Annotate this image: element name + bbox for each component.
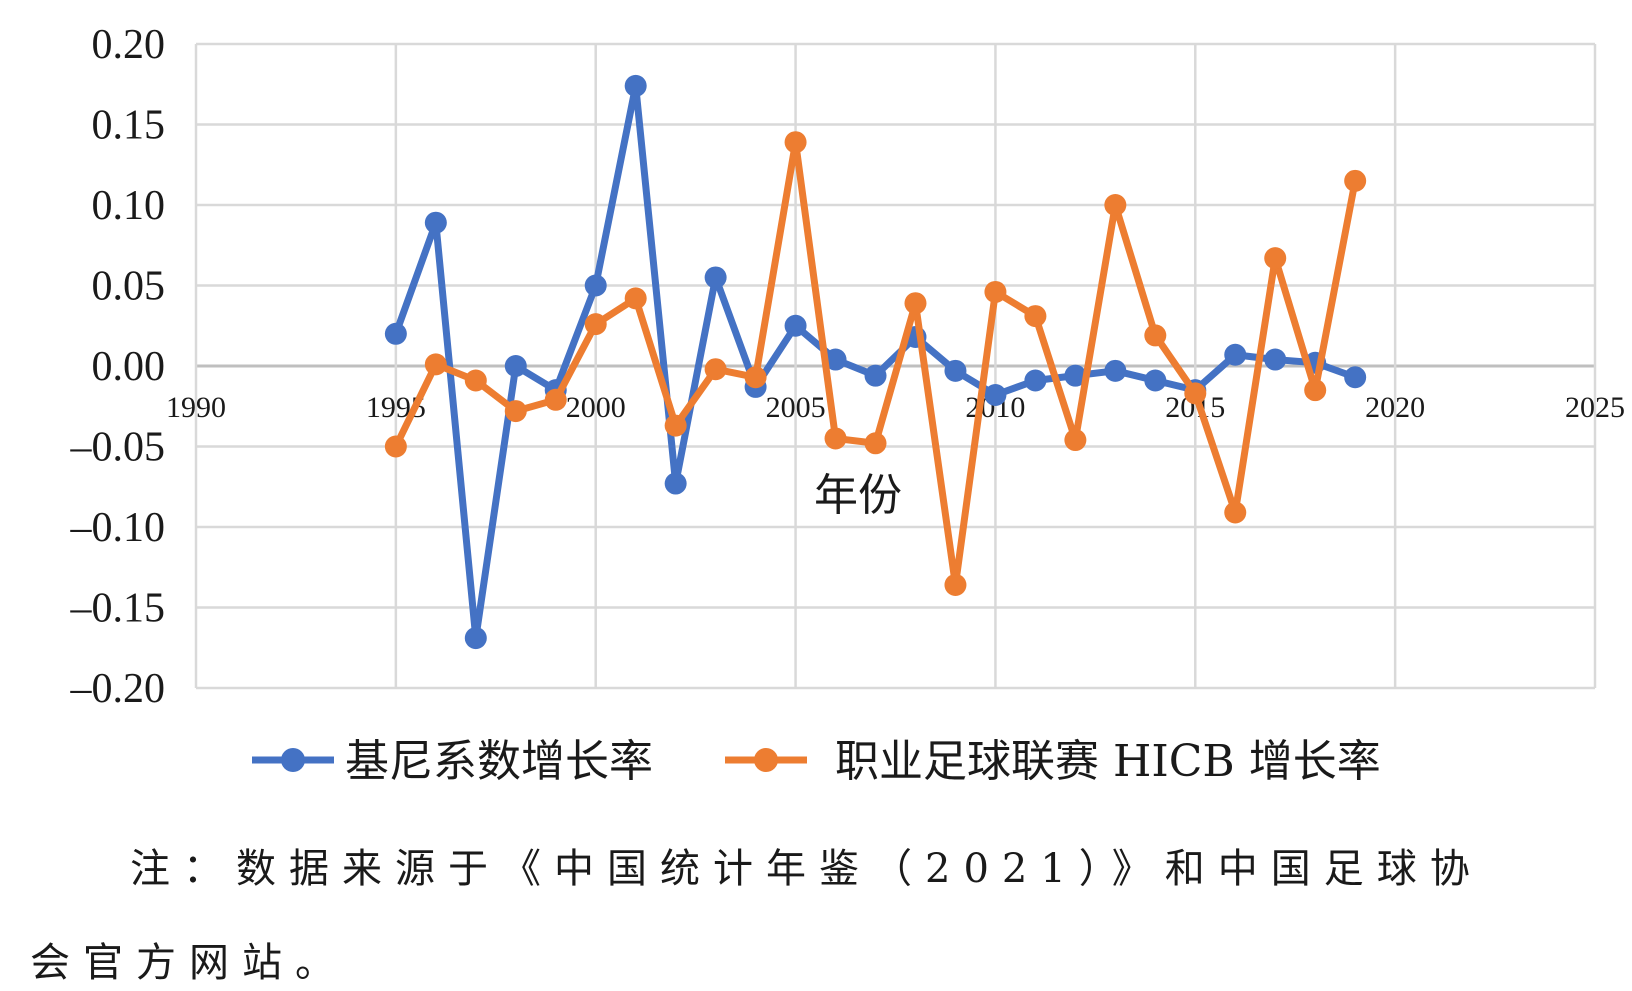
data-point — [464, 627, 487, 650]
y-tick-label: –0.15 — [70, 586, 166, 632]
data-point — [1064, 364, 1087, 387]
data-point — [544, 388, 567, 411]
data-point — [864, 432, 887, 455]
legend: 基尼系数增长率 职业足球联赛 HICB 增长率 — [252, 736, 1381, 787]
y-tick-label: 0.15 — [92, 103, 166, 149]
data-point — [504, 355, 527, 377]
data-point — [824, 348, 847, 371]
legend-marker-gini — [281, 748, 305, 772]
y-tick-label: 0.20 — [92, 22, 166, 68]
legend-item-gini: 基尼系数增长率 — [252, 736, 653, 787]
series-gini — [384, 74, 1367, 650]
x-tick-label: 2005 — [766, 391, 826, 424]
data-point — [1264, 348, 1287, 371]
data-point — [1304, 379, 1327, 402]
data-point — [864, 364, 887, 387]
data-point — [464, 369, 487, 392]
line-chart: 0.20 0.15 0.10 0.05 0.00 –0.05 –0.10 –0.15 –0.20… — [70, 22, 1626, 787]
legend-label-gini: 基尼系数增长率 — [345, 736, 653, 787]
data-point — [1024, 369, 1047, 392]
x-tick-label: 1990 — [166, 391, 226, 424]
y-tick-label: 0.10 — [92, 183, 166, 229]
data-point — [784, 314, 807, 337]
data-point — [504, 400, 527, 423]
series-hicb — [384, 131, 1367, 596]
data-point — [1024, 305, 1047, 328]
y-tick-label: 0.00 — [92, 344, 166, 390]
source-note-line2: 会官方网站。 — [30, 940, 348, 986]
legend-label-hicb: 职业足球联赛 HICB 增长率 — [835, 736, 1381, 787]
data-point — [1144, 369, 1167, 392]
data-point — [624, 74, 647, 97]
data-point — [584, 313, 607, 336]
data-point — [984, 383, 1007, 406]
data-point — [984, 280, 1007, 303]
data-point — [1184, 382, 1207, 405]
data-point — [384, 322, 407, 345]
data-point — [1224, 501, 1247, 524]
data-point — [384, 435, 407, 458]
data-point — [1344, 366, 1367, 389]
y-tick-label: –0.10 — [70, 505, 166, 551]
data-point — [584, 274, 607, 297]
data-point — [664, 414, 687, 437]
x-axis-label: 年份 — [814, 470, 902, 521]
data-point — [944, 573, 967, 596]
y-axis-ticks: 0.20 0.15 0.10 0.05 0.00 –0.05 –0.10 –0.15 –0.20 — [70, 22, 166, 712]
data-point — [904, 292, 927, 315]
legend-item-hicb: 职业足球联赛 HICB 增长率 — [725, 736, 1381, 787]
data-point — [664, 472, 687, 495]
series-line — [392, 82, 1357, 642]
data-point — [1104, 359, 1127, 382]
data-point — [424, 353, 447, 376]
data-point — [1344, 169, 1367, 192]
x-tick-label: 2020 — [1365, 391, 1425, 424]
data-series — [384, 74, 1367, 650]
legend-marker-hicb — [754, 748, 778, 772]
x-axis-ticks: 1990 1995 2000 2005 2010 2015 2020 2025 — [166, 391, 1625, 424]
data-point — [1224, 343, 1247, 366]
y-tick-label: 0.05 — [92, 264, 166, 310]
x-tick-label: 2000 — [566, 391, 626, 424]
data-point — [944, 359, 967, 382]
data-point — [1264, 247, 1287, 270]
y-tick-label: –0.20 — [70, 666, 166, 712]
data-point — [624, 287, 647, 310]
data-point — [704, 358, 727, 381]
data-point — [744, 366, 767, 389]
data-point — [1104, 194, 1127, 216]
y-tick-label: –0.05 — [70, 425, 166, 471]
x-tick-label: 2025 — [1565, 391, 1625, 424]
data-point — [704, 266, 727, 289]
data-point — [824, 427, 847, 450]
data-point — [424, 211, 447, 234]
data-point — [1144, 324, 1167, 347]
data-point — [1064, 429, 1087, 452]
source-note-line1: 注：数据来源于《中国统计年鉴（2021）》和中国足球协 — [130, 846, 1483, 892]
data-point — [784, 131, 807, 154]
